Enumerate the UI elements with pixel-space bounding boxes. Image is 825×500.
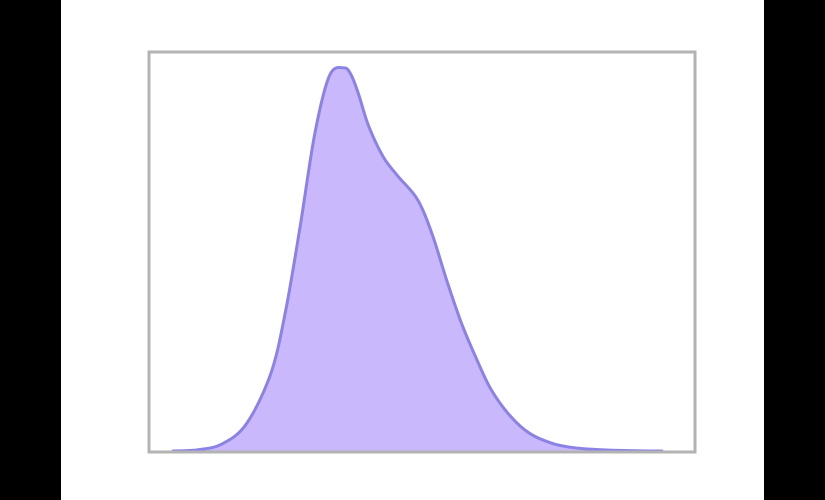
density-area — [173, 67, 662, 452]
plot-frame — [147, 50, 697, 454]
density-line — [171, 65, 664, 453]
